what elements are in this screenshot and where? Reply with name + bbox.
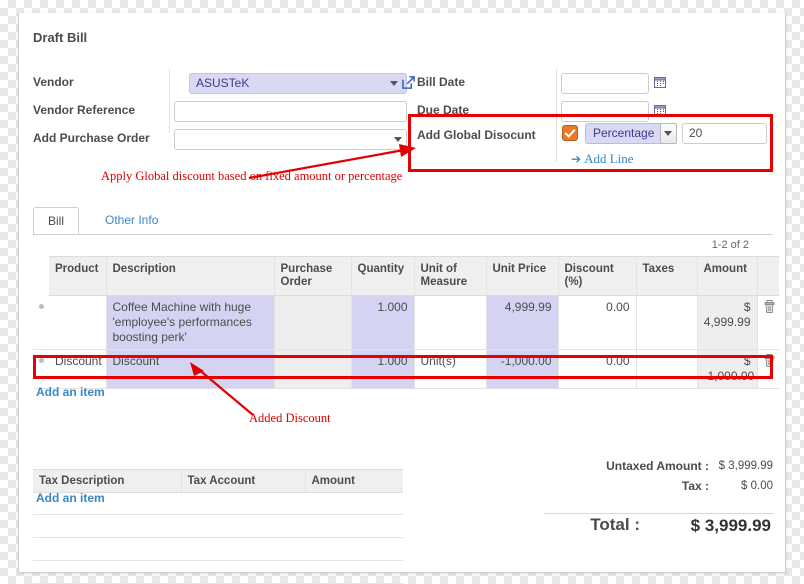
drag-handle-dot-icon <box>38 358 44 363</box>
col-discount: Discount (%) <box>558 256 637 296</box>
tax-header-row: Tax Description Tax Account Amount <box>33 469 403 493</box>
global-discount-annotation: Apply Global discount based on fixed amo… <box>101 169 403 183</box>
col-quantity: Quantity <box>351 256 415 296</box>
global-discount-amount-input[interactable]: 20 <box>682 123 767 144</box>
col-product: Product <box>49 256 107 296</box>
tab-other-info[interactable]: Other Info <box>105 213 159 227</box>
bill-date-calendar-icon[interactable] <box>654 76 666 88</box>
tax-empty-row <box>33 537 403 561</box>
col-tax-amount: Amount <box>305 469 403 493</box>
due-date-calendar-icon[interactable] <box>654 104 666 116</box>
col-tax-description: Tax Description <box>33 469 182 493</box>
add-line-item-link[interactable]: Add an item <box>36 385 105 399</box>
add-purchase-order-label: Add Purchase Order <box>33 131 150 145</box>
total-value: $ 3,999.99 <box>690 516 771 535</box>
left-column-divider <box>169 69 170 133</box>
global-discount-mode-select[interactable]: Percentage <box>585 123 677 144</box>
untaxed-amount-label: Untaxed Amount : <box>606 459 709 473</box>
add-purchase-order-input[interactable] <box>174 129 407 150</box>
vendor-reference-input[interactable] <box>174 101 407 122</box>
tab-bill[interactable]: Bill <box>33 207 80 235</box>
vendor-external-link-icon[interactable] <box>402 76 415 89</box>
tab-bar-rule <box>33 234 773 235</box>
tax-lines-table: Tax Description Tax Account Amount <box>33 469 403 584</box>
vendor-label: Vendor <box>33 75 74 89</box>
cell-product[interactable] <box>49 295 107 350</box>
drag-handle-dot-icon <box>38 303 44 309</box>
bill-form-sheet: Draft Bill Vendor ASUSTeK Vendor Referen… <box>18 13 786 584</box>
cell-purchase-order[interactable] <box>274 295 352 350</box>
added-discount-annotation: Added Discount <box>249 411 331 425</box>
global-discount-highlight-box <box>408 114 773 172</box>
cell-description[interactable]: Coffee Machine with huge 'employee's per… <box>106 295 275 350</box>
global-discount-checkbox[interactable] <box>562 125 578 141</box>
col-taxes: Taxes <box>636 256 698 296</box>
col-amount: Amount <box>697 256 758 296</box>
untaxed-amount-value: $ 3,999.99 <box>718 460 773 472</box>
col-actions <box>757 256 779 296</box>
bill-lines-table: Product Description Purchase Order Quant… <box>33 256 779 389</box>
add-line-link[interactable]: ➔ Add Line <box>571 151 634 166</box>
page-title: Draft Bill <box>33 30 88 45</box>
lines-pager: 1-2 of 2 <box>711 239 749 251</box>
cell-quantity[interactable]: 1.000 <box>351 295 415 350</box>
col-description: Description <box>106 256 275 296</box>
global-discount-caret-glyph <box>664 131 672 136</box>
vendor-input[interactable]: ASUSTeK <box>189 73 407 94</box>
col-unit-price: Unit Price <box>486 256 559 296</box>
cell-discount[interactable]: 0.00 <box>558 295 637 350</box>
col-tax-account: Tax Account <box>181 469 306 493</box>
cell-uom[interactable] <box>414 295 487 350</box>
tax-empty-row <box>33 560 403 584</box>
purchase-order-chevron-down-icon[interactable] <box>394 137 402 142</box>
totals-divider <box>544 513 774 514</box>
cell-unit-price[interactable]: 4,999.99 <box>486 295 559 350</box>
cell-amount: $ 4,999.99 <box>697 295 758 350</box>
due-date-label: Due Date <box>417 103 470 117</box>
arrow-right-icon: ➔ <box>571 152 582 166</box>
global-discount-label: Add Global Disocunt <box>417 128 536 142</box>
bill-date-label: Bill Date <box>417 75 466 89</box>
cell-taxes[interactable] <box>636 295 698 350</box>
lines-header-row: Product Description Purchase Order Quant… <box>33 256 779 296</box>
col-purchase-order: Purchase Order <box>274 256 352 296</box>
total-label: Total : <box>590 515 640 534</box>
cell-delete[interactable] <box>757 295 779 350</box>
tax-label: Tax : <box>681 479 709 493</box>
table-row[interactable]: Coffee Machine with huge 'employee's per… <box>33 295 779 350</box>
tax-add-row <box>33 492 403 515</box>
row-handle[interactable] <box>33 295 49 350</box>
tax-empty-row <box>33 514 403 538</box>
gutter-header <box>33 256 49 296</box>
add-tax-item-link[interactable]: Add an item <box>36 491 105 505</box>
vendor-reference-label: Vendor Reference <box>33 103 136 117</box>
vendor-chevron-down-icon[interactable] <box>390 81 398 86</box>
trash-icon[interactable] <box>764 300 775 313</box>
col-unit-of-measure: Unit of Measure <box>414 256 487 296</box>
bill-date-input[interactable] <box>561 73 649 94</box>
tab-bar: Bill Other Info <box>33 207 773 235</box>
discount-row-highlight-box <box>33 355 773 379</box>
tax-value: $ 0.00 <box>741 480 773 492</box>
